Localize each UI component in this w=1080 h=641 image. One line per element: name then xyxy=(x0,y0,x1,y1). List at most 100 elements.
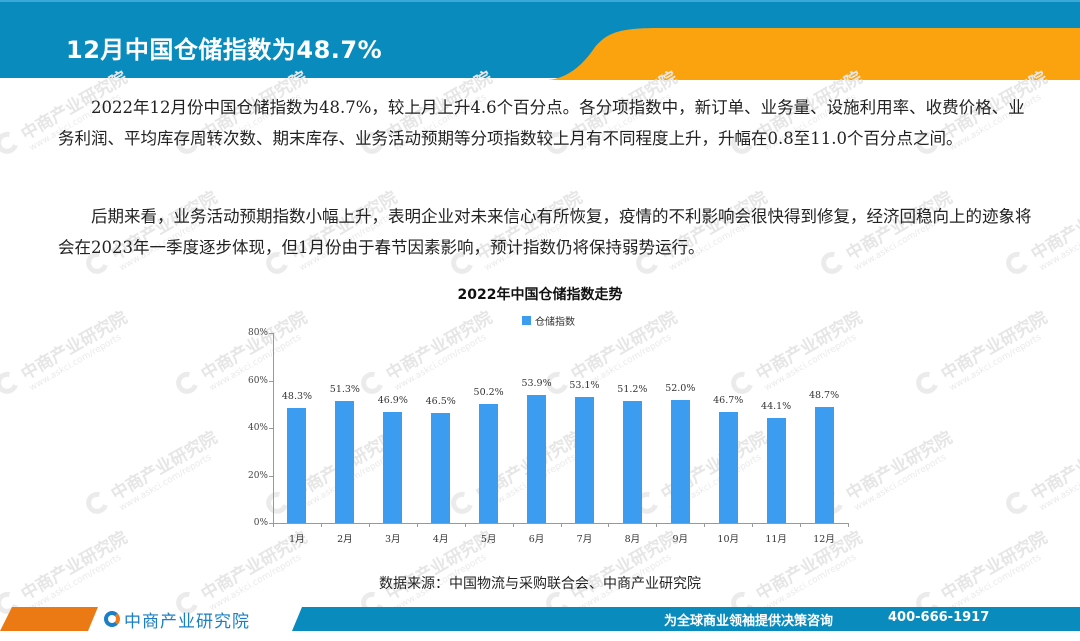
bar-4 xyxy=(431,412,451,523)
watermark-text: 中商产业研究院 xyxy=(937,527,1051,605)
y-tick xyxy=(269,333,273,334)
bar-value-label: 51.3% xyxy=(329,384,360,396)
footer-blue-stripe xyxy=(292,607,1080,631)
header-orange-wave xyxy=(548,28,1080,80)
x-category-label: 3月 xyxy=(385,534,401,545)
watermark-logo-icon xyxy=(1001,487,1032,518)
footer-orange-stripe xyxy=(0,607,98,631)
y-tick-label: 40% xyxy=(247,423,268,433)
bar-6 xyxy=(527,395,547,523)
bar-1 xyxy=(287,408,307,523)
x-tick xyxy=(273,523,274,527)
bar-value-label: 48.7% xyxy=(808,390,840,402)
bar-2 xyxy=(335,401,355,523)
x-tick xyxy=(608,523,610,527)
bar-value-label: 46.5% xyxy=(425,395,456,407)
x-category-label: 5月 xyxy=(480,534,497,545)
data-source: 数据来源：中国物流与采购联合会、中商产业研究院 xyxy=(379,576,701,592)
watermark-text: 中商产业研究院 xyxy=(937,307,1051,385)
x-tick xyxy=(512,523,514,527)
x-category-label: 12月 xyxy=(813,534,835,545)
page-title: 12月中国仓储指数为48.7% xyxy=(66,36,383,64)
bar-value-label: 46.9% xyxy=(377,394,408,406)
watermark-url: www.askci.com/reports xyxy=(1037,212,1080,274)
x-tick xyxy=(704,523,706,527)
bar-5 xyxy=(479,403,499,523)
watermark-logo-icon xyxy=(911,367,942,398)
watermark-text: 中商产业研究院 xyxy=(17,527,131,605)
bar-value-label: 52.0% xyxy=(665,382,696,394)
bar-value-label: 51.2% xyxy=(617,384,648,396)
x-tick xyxy=(416,523,418,527)
watermark-logo-icon xyxy=(0,127,22,158)
watermark-text: 中商产业研究院 xyxy=(107,427,221,505)
y-tick-label: 60% xyxy=(247,375,268,386)
x-tick xyxy=(560,523,562,527)
footer-bar: 中商产业研究院 为全球商业领袖提供决策咨询 400-666-1917 xyxy=(0,607,1080,632)
x-tick xyxy=(656,523,658,527)
bar-11 xyxy=(766,418,786,523)
watermark-text: 中商产业研究院 xyxy=(1027,187,1080,265)
x-category-label: 6月 xyxy=(528,534,545,545)
y-tick xyxy=(269,428,273,429)
watermark-text: 中商产业研究院 xyxy=(17,307,131,385)
legend-swatch xyxy=(522,316,531,325)
x-tick xyxy=(320,523,322,527)
bar-chart-plot: 0% 20% 40% 60% 80% 48.3% 1月 51.3% 2月 46.9% 3月 46.5%… xyxy=(248,328,849,545)
bar-10 xyxy=(718,412,738,523)
x-tick xyxy=(848,523,849,527)
watermark-text: 中商产业研究院 xyxy=(1027,427,1080,505)
x-tick xyxy=(368,523,370,527)
x-category-label: 10月 xyxy=(717,534,739,545)
x-category-label: 7月 xyxy=(576,534,593,545)
bar-value-label: 46.7% xyxy=(713,395,744,407)
y-tick-label: 80% xyxy=(247,328,268,338)
y-axis xyxy=(273,333,274,523)
header-banner: 12月中国仓储指数为48.7% xyxy=(0,0,1080,80)
y-tick xyxy=(269,475,273,477)
bar-value-label: 50.2% xyxy=(473,386,504,398)
footer-brand: 中商产业研究院 xyxy=(104,607,250,632)
x-category-label: 2月 xyxy=(337,534,353,545)
x-category-label: 11月 xyxy=(765,534,787,545)
bar-9 xyxy=(670,399,690,523)
legend-label: 仓储指数 xyxy=(535,317,575,328)
x-tick xyxy=(464,523,466,527)
y-tick-label: 0% xyxy=(253,518,268,528)
watermark-url: www.askci.com/reports xyxy=(27,332,124,394)
watermark-logo-icon xyxy=(81,487,112,518)
bar-12 xyxy=(814,407,834,523)
bar-7 xyxy=(574,396,594,523)
brand-logo-icon xyxy=(104,611,120,627)
bar-value-label: 44.1% xyxy=(761,401,792,413)
bar-3 xyxy=(383,411,403,523)
brand-name: 中商产业研究院 xyxy=(124,611,250,632)
watermark-url: www.askci.com/reports xyxy=(1037,452,1080,514)
watermark-logo-icon xyxy=(171,367,202,398)
footer-slogan: 为全球商业领袖提供决策咨询 xyxy=(664,614,834,629)
bar-8 xyxy=(622,401,642,523)
x-category-label: 9月 xyxy=(672,534,689,545)
x-tick xyxy=(800,523,802,527)
y-tick xyxy=(269,523,273,524)
paragraph-summary: 2022年12月份中国仓储指数为48.7%，较上月上升4.6个百分点。各分项指数… xyxy=(58,98,1025,148)
y-tick-label: 20% xyxy=(247,470,268,481)
x-category-label: 8月 xyxy=(624,534,641,545)
footer-phone: 400-666-1917 xyxy=(888,610,990,625)
bar-value-label: 48.3% xyxy=(281,391,313,403)
x-category-label: 4月 xyxy=(432,534,449,545)
x-tick xyxy=(752,523,754,527)
y-tick xyxy=(269,380,273,382)
watermark-url: www.askci.com/reports xyxy=(117,452,214,514)
paragraph-outlook: 后期来看，业务活动预期指数小幅上升，表明企业对未来信心有所恢复，疫情的不利影响会… xyxy=(58,207,1032,257)
bar-value-label: 53.9% xyxy=(521,377,552,389)
chart-legend: 仓储指数 xyxy=(522,313,575,328)
watermark-url: www.askci.com/reports xyxy=(947,332,1044,394)
watermark-logo-icon xyxy=(0,367,22,398)
watermark-url: www.askci.com/reports xyxy=(852,452,949,514)
watermark-text: 中商产业研究院 xyxy=(842,427,956,505)
